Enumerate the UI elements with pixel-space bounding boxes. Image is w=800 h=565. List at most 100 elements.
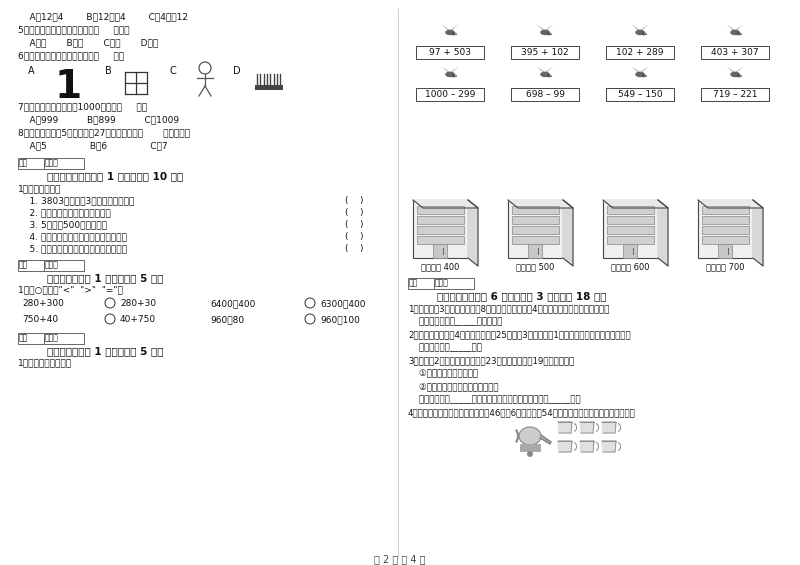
Bar [607, 206, 654, 214]
Bar [18, 333, 44, 344]
Polygon shape [540, 435, 551, 444]
Bar [417, 206, 464, 214]
Polygon shape [413, 200, 478, 208]
Text: 得数接近 400: 得数接近 400 [421, 262, 459, 271]
Polygon shape [451, 67, 459, 73]
Polygon shape [536, 67, 544, 73]
Ellipse shape [730, 29, 740, 35]
Text: 6、下列图形中，轴对称图形是（     ）。: 6、下列图形中，轴对称图形是（ ）。 [18, 51, 124, 60]
Text: 4. 读数和写数都是从最高位开始读写。: 4. 读数和写数都是从最高位开始读写。 [18, 232, 127, 241]
Bar [623, 244, 637, 258]
Text: ②打篮球的同学比跳绳的多几人？: ②打篮球的同学比跳绳的多几人？ [408, 382, 498, 391]
Polygon shape [550, 76, 552, 77]
Polygon shape [726, 67, 734, 73]
Text: 8、多多餐厅，每5人一桌，有27人，至少需要（       ）张桌子。: 8、多多餐厅，每5人一桌，有27人，至少需要（ ）张桌子。 [18, 128, 190, 137]
Text: 五、判断对与错（共 1 大题，共计 10 分）: 五、判断对与错（共 1 大题，共计 10 分） [18, 171, 183, 181]
Ellipse shape [540, 29, 550, 35]
Polygon shape [631, 24, 639, 31]
Polygon shape [550, 33, 552, 35]
Polygon shape [546, 67, 554, 73]
Text: 1、我知道对错。: 1、我知道对错。 [18, 184, 62, 193]
Text: (    ): ( ) [345, 220, 363, 229]
Polygon shape [468, 200, 478, 266]
Text: (    ): ( ) [345, 196, 363, 205]
Text: A、12除4        B、12除以4        C、4除以12: A、12除4 B、12除以4 C、4除以12 [18, 12, 188, 21]
Bar [702, 206, 749, 214]
Circle shape [737, 32, 741, 36]
Polygon shape [442, 24, 450, 31]
Text: 1、估一估，连一连。: 1、估一估，连一连。 [18, 358, 72, 367]
Polygon shape [563, 200, 573, 266]
Text: 7、下面几个数中最接近1000的数是（     ）。: 7、下面几个数中最接近1000的数是（ ）。 [18, 102, 147, 111]
Polygon shape [603, 200, 668, 208]
Text: 2、小汽车每辆能坐4人，大客车能坐25人，有3辆小汽车和1辆大客车，问一共能坐多少人？: 2、小汽车每辆能坐4人，大客车能坐25人，有3辆小汽车和1辆大客车，问一共能坐多… [408, 330, 630, 339]
Text: 评卷人: 评卷人 [45, 158, 59, 167]
Circle shape [546, 32, 550, 36]
Text: 第 2 页 共 4 页: 第 2 页 共 4 页 [374, 554, 426, 564]
Polygon shape [602, 441, 616, 452]
Polygon shape [741, 76, 742, 77]
Bar [603, 200, 658, 258]
Bar [512, 216, 559, 224]
Bar [702, 226, 749, 234]
Text: ①全班共有多少个同学？: ①全班共有多少个同学？ [408, 369, 478, 378]
Bar [44, 333, 84, 344]
Bar [18, 158, 44, 169]
Text: (    ): ( ) [345, 232, 363, 241]
Text: 答：全班共有_____个同学，打篮球的同学比跳绳的多_____人。: 答：全班共有_____个同学，打篮球的同学比跳绳的多_____人。 [408, 395, 581, 404]
Text: 549 – 150: 549 – 150 [618, 90, 662, 99]
Ellipse shape [730, 72, 740, 77]
Text: 得分: 得分 [19, 260, 28, 269]
Bar [698, 200, 753, 258]
Polygon shape [698, 200, 763, 208]
Bar [417, 216, 464, 224]
Bar [44, 158, 84, 169]
Circle shape [546, 73, 550, 77]
Bar [508, 200, 563, 258]
Text: 1. 3803中的两个3表示的意思相同。: 1. 3803中的两个3表示的意思相同。 [18, 196, 134, 205]
Polygon shape [558, 422, 572, 433]
Bar [511, 46, 579, 59]
Polygon shape [753, 200, 763, 266]
Bar [511, 88, 579, 101]
Text: 960－100: 960－100 [320, 315, 360, 324]
Bar [607, 226, 654, 234]
Circle shape [451, 32, 455, 36]
Ellipse shape [519, 427, 541, 445]
Text: 答：每个组分得_____个乒乓球。: 答：每个组分得_____个乒乓球。 [408, 317, 502, 326]
Text: 5. 早晨面向太阳，后面是西，左面北。: 5. 早晨面向太阳，后面是西，左面北。 [18, 244, 127, 253]
Polygon shape [641, 24, 649, 31]
Text: 七、连一连（共 1 大题，共计 5 分）: 七、连一连（共 1 大题，共计 5 分） [18, 346, 163, 356]
Text: (    ): ( ) [345, 244, 363, 253]
Bar [718, 244, 732, 258]
Bar [417, 236, 464, 244]
Bar [433, 244, 447, 258]
Circle shape [527, 451, 533, 457]
Text: 得数接近 600: 得数接近 600 [610, 262, 650, 271]
Text: 1、在○里填上"<"  ">"  "="。: 1、在○里填上"<" ">" "="。 [18, 285, 123, 294]
Text: 280+300: 280+300 [22, 299, 64, 308]
Text: 97 + 503: 97 + 503 [429, 48, 471, 57]
Text: B: B [105, 66, 112, 76]
Bar [607, 236, 654, 244]
Text: 1000 – 299: 1000 – 299 [425, 90, 475, 99]
Polygon shape [602, 422, 616, 433]
Bar [701, 88, 769, 101]
Bar [606, 88, 674, 101]
Circle shape [642, 73, 646, 77]
Polygon shape [536, 24, 544, 31]
Ellipse shape [445, 29, 454, 35]
Text: C: C [170, 66, 177, 76]
Text: (    ): ( ) [345, 208, 363, 217]
Text: 1: 1 [55, 68, 82, 106]
Polygon shape [741, 33, 742, 35]
Text: A、999          B、899          C、1009: A、999 B、899 C、1009 [18, 115, 179, 124]
Text: D: D [233, 66, 241, 76]
Bar [413, 200, 468, 258]
Text: 得分: 得分 [19, 158, 28, 167]
Text: 八、解决问题（共 6 小题，每题 3 分，共计 18 分）: 八、解决问题（共 6 小题，每题 3 分，共计 18 分） [408, 291, 606, 301]
Text: 960－80: 960－80 [210, 315, 244, 324]
Polygon shape [736, 24, 744, 31]
Text: 得数大约 700: 得数大约 700 [706, 262, 744, 271]
Text: 3、二年级2班上体育课，老师让23名同学打篮球，19名同学跳绳。: 3、二年级2班上体育课，老师让23名同学打篮球，19名同学跳绳。 [408, 356, 574, 365]
